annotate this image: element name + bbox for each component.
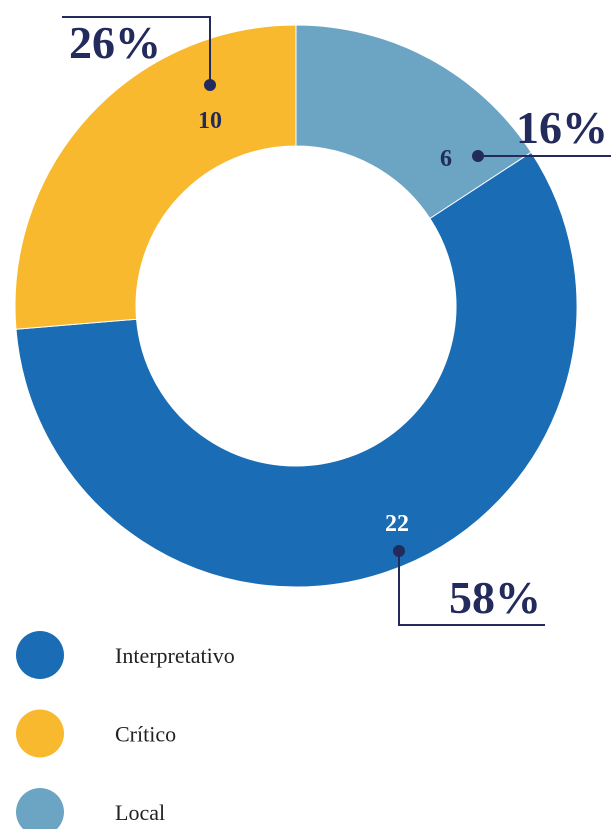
leader-line	[62, 16, 211, 85]
slice	[15, 151, 578, 588]
percent-label: 26%	[69, 17, 161, 68]
data-label: 10	[198, 108, 222, 134]
data-label: 22	[385, 511, 409, 537]
percent-label: 16%	[516, 102, 608, 153]
legend: Interpretativo Crítico Local	[16, 631, 235, 829]
leader-dot	[472, 150, 484, 162]
legend-swatch	[16, 788, 64, 829]
leader-line	[398, 551, 545, 626]
percent-label: 58%	[449, 572, 541, 623]
slice	[14, 24, 297, 330]
legend-swatch	[16, 709, 64, 758]
leader-dot	[204, 79, 216, 91]
data-label: 6	[440, 146, 452, 172]
legend-swatch	[16, 631, 64, 679]
donut	[14, 24, 578, 588]
leader-dot	[393, 545, 405, 557]
legend-label: Interpretativo	[115, 643, 235, 668]
leader-lines	[62, 16, 611, 626]
legend-label: Local	[115, 800, 165, 825]
legend-label: Crítico	[115, 722, 176, 747]
